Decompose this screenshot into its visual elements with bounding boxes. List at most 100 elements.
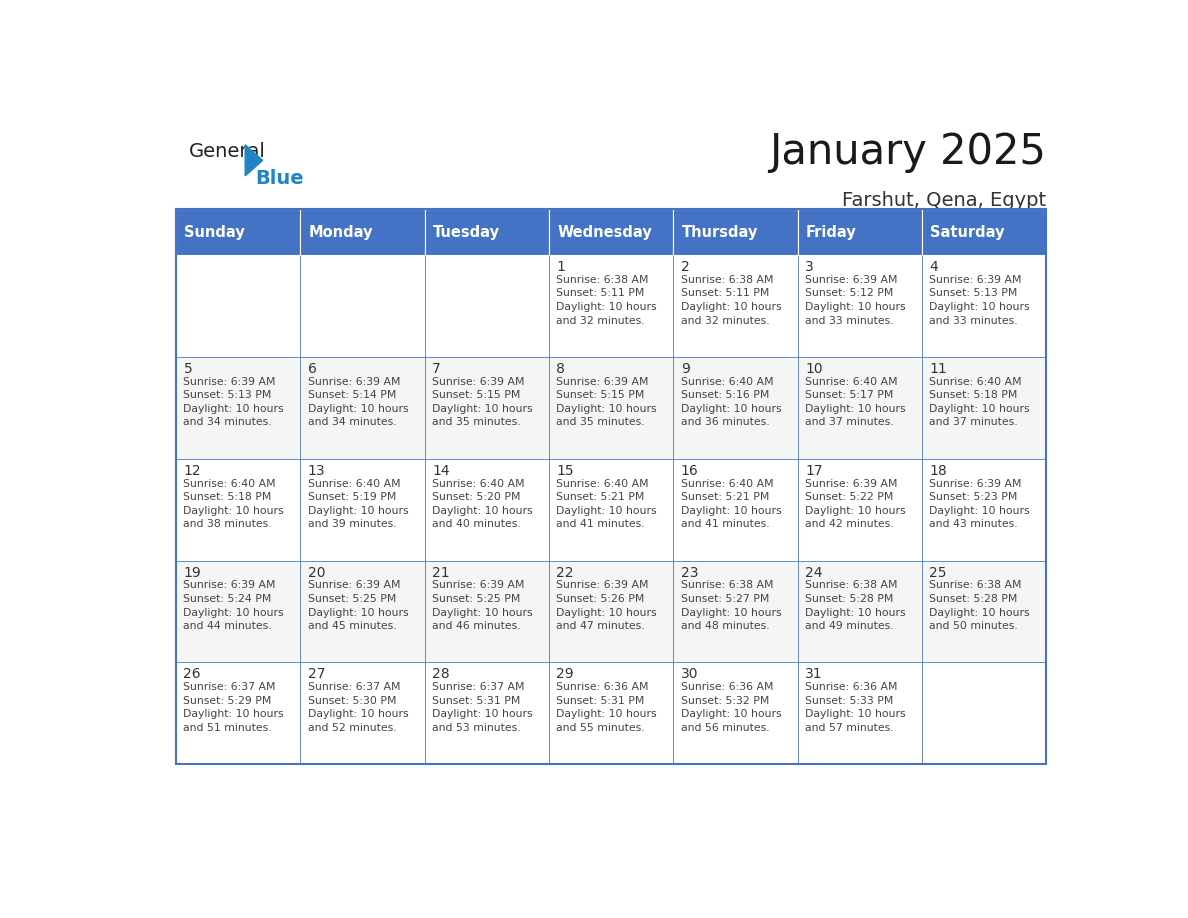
Text: January 2025: January 2025 xyxy=(770,131,1047,174)
Text: Sunrise: 6:39 AM
Sunset: 5:13 PM
Daylight: 10 hours
and 33 minutes.: Sunrise: 6:39 AM Sunset: 5:13 PM Dayligh… xyxy=(929,274,1030,326)
Text: 9: 9 xyxy=(681,362,689,375)
Bar xyxy=(797,357,922,459)
Text: 15: 15 xyxy=(556,464,574,477)
Text: 24: 24 xyxy=(805,565,822,579)
Bar xyxy=(176,209,1047,765)
Text: Sunrise: 6:39 AM
Sunset: 5:15 PM
Daylight: 10 hours
and 35 minutes.: Sunrise: 6:39 AM Sunset: 5:15 PM Dayligh… xyxy=(556,376,657,428)
Bar xyxy=(922,255,1047,357)
Bar xyxy=(922,357,1047,459)
Bar xyxy=(301,209,424,255)
Text: Sunrise: 6:39 AM
Sunset: 5:15 PM
Daylight: 10 hours
and 35 minutes.: Sunrise: 6:39 AM Sunset: 5:15 PM Dayligh… xyxy=(432,376,532,428)
Text: 30: 30 xyxy=(681,667,699,681)
Text: Sunrise: 6:36 AM
Sunset: 5:33 PM
Daylight: 10 hours
and 57 minutes.: Sunrise: 6:36 AM Sunset: 5:33 PM Dayligh… xyxy=(805,682,905,733)
Text: Sunrise: 6:36 AM
Sunset: 5:31 PM
Daylight: 10 hours
and 55 minutes.: Sunrise: 6:36 AM Sunset: 5:31 PM Dayligh… xyxy=(556,682,657,733)
Text: Tuesday: Tuesday xyxy=(432,225,500,240)
Text: Thursday: Thursday xyxy=(682,225,758,240)
Bar xyxy=(176,209,301,255)
Text: Sunrise: 6:40 AM
Sunset: 5:16 PM
Daylight: 10 hours
and 36 minutes.: Sunrise: 6:40 AM Sunset: 5:16 PM Dayligh… xyxy=(681,376,782,428)
Bar xyxy=(425,255,549,357)
Text: Sunrise: 6:40 AM
Sunset: 5:18 PM
Daylight: 10 hours
and 38 minutes.: Sunrise: 6:40 AM Sunset: 5:18 PM Dayligh… xyxy=(183,478,284,530)
Text: Sunrise: 6:40 AM
Sunset: 5:21 PM
Daylight: 10 hours
and 41 minutes.: Sunrise: 6:40 AM Sunset: 5:21 PM Dayligh… xyxy=(556,478,657,530)
Text: Sunrise: 6:38 AM
Sunset: 5:11 PM
Daylight: 10 hours
and 32 minutes.: Sunrise: 6:38 AM Sunset: 5:11 PM Dayligh… xyxy=(556,274,657,326)
Bar xyxy=(176,255,301,357)
Bar xyxy=(301,459,424,561)
Bar xyxy=(674,209,797,255)
Bar xyxy=(674,357,797,459)
Text: Sunrise: 6:39 AM
Sunset: 5:22 PM
Daylight: 10 hours
and 42 minutes.: Sunrise: 6:39 AM Sunset: 5:22 PM Dayligh… xyxy=(805,478,905,530)
Text: General: General xyxy=(189,142,266,161)
Bar xyxy=(797,209,922,255)
Text: 29: 29 xyxy=(556,667,574,681)
Text: 23: 23 xyxy=(681,565,699,579)
Bar xyxy=(674,561,797,663)
Bar xyxy=(301,561,424,663)
Bar xyxy=(176,459,301,561)
Text: 22: 22 xyxy=(556,565,574,579)
Text: 17: 17 xyxy=(805,464,822,477)
Text: 14: 14 xyxy=(432,464,450,477)
Text: 18: 18 xyxy=(929,464,947,477)
Text: Sunrise: 6:38 AM
Sunset: 5:11 PM
Daylight: 10 hours
and 32 minutes.: Sunrise: 6:38 AM Sunset: 5:11 PM Dayligh… xyxy=(681,274,782,326)
Text: 1: 1 xyxy=(556,260,565,274)
Text: 28: 28 xyxy=(432,667,450,681)
Text: 4: 4 xyxy=(929,260,939,274)
Text: Sunrise: 6:39 AM
Sunset: 5:13 PM
Daylight: 10 hours
and 34 minutes.: Sunrise: 6:39 AM Sunset: 5:13 PM Dayligh… xyxy=(183,376,284,428)
Bar xyxy=(922,209,1047,255)
Text: Sunrise: 6:37 AM
Sunset: 5:29 PM
Daylight: 10 hours
and 51 minutes.: Sunrise: 6:37 AM Sunset: 5:29 PM Dayligh… xyxy=(183,682,284,733)
Text: Sunrise: 6:39 AM
Sunset: 5:24 PM
Daylight: 10 hours
and 44 minutes.: Sunrise: 6:39 AM Sunset: 5:24 PM Dayligh… xyxy=(183,580,284,632)
Bar xyxy=(425,209,549,255)
Bar xyxy=(425,663,549,765)
Text: Sunrise: 6:38 AM
Sunset: 5:28 PM
Daylight: 10 hours
and 50 minutes.: Sunrise: 6:38 AM Sunset: 5:28 PM Dayligh… xyxy=(929,580,1030,632)
Text: 10: 10 xyxy=(805,362,822,375)
Text: Saturday: Saturday xyxy=(930,225,1005,240)
Text: 6: 6 xyxy=(308,362,317,375)
Bar xyxy=(425,459,549,561)
Text: 19: 19 xyxy=(183,565,201,579)
Text: Sunrise: 6:39 AM
Sunset: 5:25 PM
Daylight: 10 hours
and 46 minutes.: Sunrise: 6:39 AM Sunset: 5:25 PM Dayligh… xyxy=(432,580,532,632)
Text: 31: 31 xyxy=(805,667,822,681)
Text: 8: 8 xyxy=(556,362,565,375)
Bar xyxy=(176,357,301,459)
Text: Farshut, Qena, Egypt: Farshut, Qena, Egypt xyxy=(842,192,1047,210)
Bar xyxy=(549,663,674,765)
Text: Sunday: Sunday xyxy=(184,225,245,240)
Bar xyxy=(176,663,301,765)
Text: Sunrise: 6:40 AM
Sunset: 5:17 PM
Daylight: 10 hours
and 37 minutes.: Sunrise: 6:40 AM Sunset: 5:17 PM Dayligh… xyxy=(805,376,905,428)
Text: Sunrise: 6:40 AM
Sunset: 5:19 PM
Daylight: 10 hours
and 39 minutes.: Sunrise: 6:40 AM Sunset: 5:19 PM Dayligh… xyxy=(308,478,409,530)
Bar xyxy=(922,561,1047,663)
Polygon shape xyxy=(245,145,263,176)
Bar xyxy=(549,255,674,357)
Text: 11: 11 xyxy=(929,362,947,375)
Bar xyxy=(301,663,424,765)
Text: Sunrise: 6:40 AM
Sunset: 5:18 PM
Daylight: 10 hours
and 37 minutes.: Sunrise: 6:40 AM Sunset: 5:18 PM Dayligh… xyxy=(929,376,1030,428)
Text: Friday: Friday xyxy=(805,225,857,240)
Bar xyxy=(549,561,674,663)
Bar xyxy=(797,663,922,765)
Text: Monday: Monday xyxy=(309,225,373,240)
Bar xyxy=(425,357,549,459)
Bar xyxy=(176,561,301,663)
Text: Blue: Blue xyxy=(255,169,304,188)
Bar xyxy=(674,663,797,765)
Text: 27: 27 xyxy=(308,667,326,681)
Text: Sunrise: 6:38 AM
Sunset: 5:27 PM
Daylight: 10 hours
and 48 minutes.: Sunrise: 6:38 AM Sunset: 5:27 PM Dayligh… xyxy=(681,580,782,632)
Text: Sunrise: 6:40 AM
Sunset: 5:20 PM
Daylight: 10 hours
and 40 minutes.: Sunrise: 6:40 AM Sunset: 5:20 PM Dayligh… xyxy=(432,478,532,530)
Text: 3: 3 xyxy=(805,260,814,274)
Text: 25: 25 xyxy=(929,565,947,579)
Text: Sunrise: 6:39 AM
Sunset: 5:26 PM
Daylight: 10 hours
and 47 minutes.: Sunrise: 6:39 AM Sunset: 5:26 PM Dayligh… xyxy=(556,580,657,632)
Text: Sunrise: 6:39 AM
Sunset: 5:25 PM
Daylight: 10 hours
and 45 minutes.: Sunrise: 6:39 AM Sunset: 5:25 PM Dayligh… xyxy=(308,580,409,632)
Text: 26: 26 xyxy=(183,667,201,681)
Bar xyxy=(301,357,424,459)
Bar xyxy=(797,255,922,357)
Text: Wednesday: Wednesday xyxy=(557,225,652,240)
Text: 20: 20 xyxy=(308,565,326,579)
Text: Sunrise: 6:37 AM
Sunset: 5:31 PM
Daylight: 10 hours
and 53 minutes.: Sunrise: 6:37 AM Sunset: 5:31 PM Dayligh… xyxy=(432,682,532,733)
Text: Sunrise: 6:38 AM
Sunset: 5:28 PM
Daylight: 10 hours
and 49 minutes.: Sunrise: 6:38 AM Sunset: 5:28 PM Dayligh… xyxy=(805,580,905,632)
Text: 16: 16 xyxy=(681,464,699,477)
Bar xyxy=(797,561,922,663)
Text: 5: 5 xyxy=(183,362,192,375)
Text: Sunrise: 6:37 AM
Sunset: 5:30 PM
Daylight: 10 hours
and 52 minutes.: Sunrise: 6:37 AM Sunset: 5:30 PM Dayligh… xyxy=(308,682,409,733)
Bar xyxy=(549,209,674,255)
Text: 21: 21 xyxy=(432,565,450,579)
Text: Sunrise: 6:39 AM
Sunset: 5:12 PM
Daylight: 10 hours
and 33 minutes.: Sunrise: 6:39 AM Sunset: 5:12 PM Dayligh… xyxy=(805,274,905,326)
